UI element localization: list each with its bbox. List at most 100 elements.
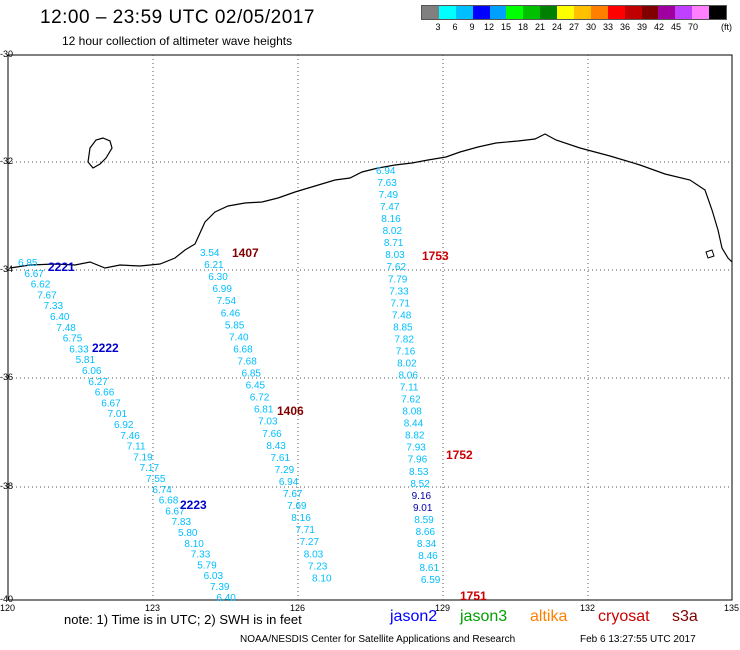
wave-height-value: 7.83 [172, 517, 192, 528]
wave-height-value: 8.46 [418, 551, 438, 562]
color-swatch [489, 6, 507, 19]
wave-height-value: 6.74 [152, 485, 172, 496]
longitude-tick-label: 135 [724, 603, 740, 613]
latitude-tick-label: -30 [0, 49, 14, 59]
wave-height-value: 7.63 [377, 178, 397, 189]
color-scale-tick: 45 [670, 22, 682, 32]
wave-height-value: 6.45 [246, 381, 266, 392]
color-swatch [658, 6, 676, 19]
color-scale-tick: 39 [636, 22, 648, 32]
wave-height-value: 8.44 [404, 419, 424, 430]
wave-height-value: 6.68 [159, 496, 179, 507]
wave-height-value: 7.46 [120, 431, 140, 442]
color-swatch [590, 6, 608, 19]
wave-height-value: 8.02 [397, 358, 417, 369]
color-swatch [455, 6, 473, 19]
color-scale-tick: 18 [517, 22, 529, 32]
wave-height-value: 8.82 [405, 431, 425, 442]
wave-height-value: 6.72 [250, 393, 270, 404]
wave-height-value: 8.52 [410, 479, 430, 490]
wave-height-value: 7.62 [387, 262, 407, 273]
color-scale-tick: 6 [452, 22, 458, 32]
wave-height-value: 7.82 [394, 334, 414, 345]
color-swatch [624, 6, 642, 19]
color-swatch [574, 6, 591, 19]
wave-height-value: 6.68 [233, 344, 253, 355]
wave-height-value: 6.27 [88, 377, 108, 388]
pass-time-label: 2221 [48, 260, 75, 274]
wave-height-value: 8.02 [383, 226, 403, 237]
color-swatch [438, 6, 456, 19]
wave-height-value: 7.16 [396, 346, 416, 357]
wave-height-value: 8.06 [398, 371, 418, 382]
wave-height-value: 7.79 [388, 274, 408, 285]
wave-height-value: 6.67 [101, 398, 121, 409]
wave-height-value: 8.53 [409, 467, 429, 478]
wave-height-value: 6.46 [221, 308, 241, 319]
wave-height-value: 8.71 [384, 238, 404, 249]
color-swatch [506, 6, 524, 19]
wave-height-value: 8.03 [385, 250, 405, 261]
wave-height-value: 7.67 [37, 290, 57, 301]
wave-height-value: 5.80 [178, 528, 198, 539]
wave-height-value: 7.49 [379, 190, 399, 201]
legend-item-jason3: jason3 [460, 608, 508, 625]
wave-height-value: 7.54 [217, 296, 237, 307]
color-swatch [675, 6, 693, 19]
wave-height-value: 6.67 [165, 506, 185, 517]
color-swatch [422, 6, 439, 19]
wave-height-value: 7.11 [400, 383, 419, 394]
wave-height-value: 7.61 [271, 453, 291, 464]
wave-height-value: 7.29 [275, 465, 295, 476]
wave-height-value: 7.27 [300, 537, 320, 548]
color-swatch [557, 6, 575, 19]
latitude-tick-label: -40 [0, 594, 14, 604]
longitude-tick-label: 129 [435, 603, 451, 613]
coast-islet [705, 249, 715, 259]
wave-height-value: 7.40 [229, 332, 249, 343]
pass-time-label: 2222 [92, 341, 119, 355]
legend-item-jason2: jason2 [390, 608, 438, 625]
wave-height-value: 6.81 [254, 405, 274, 416]
color-swatch [641, 6, 659, 19]
color-scale-tick: 3 [435, 22, 441, 32]
latitude-tick-label: -38 [0, 481, 14, 491]
wave-height-value: 7.01 [108, 409, 128, 420]
wave-height-value: 8.61 [420, 563, 440, 574]
wave-height-value: 7.55 [146, 474, 166, 485]
latitude-tick-label: -34 [0, 264, 14, 274]
wave-height-value: 7.39 [210, 582, 230, 593]
wave-height-value: 9.16 [412, 491, 432, 502]
wave-height-value: 7.62 [401, 395, 421, 406]
wave-height-value: 6.40 [50, 312, 70, 323]
wave-height-value: 8.66 [416, 527, 436, 538]
timestamp: Feb 6 13:27:55 UTC 2017 [580, 634, 696, 645]
color-scale-tick: 9 [469, 22, 475, 32]
wave-height-value: 7.23 [308, 561, 328, 572]
wave-height-value: 7.47 [380, 202, 400, 213]
wave-height-value: 6.94 [376, 166, 396, 177]
wave-height-value: 7.71 [295, 525, 315, 536]
wave-height-value: 7.19 [133, 452, 153, 463]
wave-height-value: 5.85 [225, 320, 245, 331]
color-scale-tick: 36 [619, 22, 631, 32]
credit-line: NOAA/NESDIS Center for Satellite Applica… [240, 634, 516, 645]
color-swatch [540, 6, 558, 19]
wave-height-value: 7.93 [406, 443, 426, 454]
wave-height-value: 6.99 [212, 284, 232, 295]
kangaroo-island [87, 137, 113, 169]
color-swatch [607, 6, 625, 19]
wave-height-value: 6.94 [279, 477, 299, 488]
wave-height-value: 6.75 [63, 334, 83, 345]
map-title: 12:00 – 23:59 UTC 02/05/2017 [40, 7, 315, 28]
map-subtitle: 12 hour collection of altimeter wave hei… [62, 34, 293, 48]
color-swatch [472, 6, 490, 19]
wave-height-value: 8.03 [304, 549, 324, 560]
wave-height-value: 6.30 [208, 272, 228, 283]
longitude-tick-label: 132 [580, 603, 596, 613]
wave-height-value: 7.48 [392, 310, 412, 321]
color-swatch [709, 6, 727, 19]
wave-height-value: 6.85 [18, 258, 38, 269]
wave-height-value: 7.17 [140, 463, 160, 474]
longitude-tick-label: 123 [145, 603, 161, 613]
